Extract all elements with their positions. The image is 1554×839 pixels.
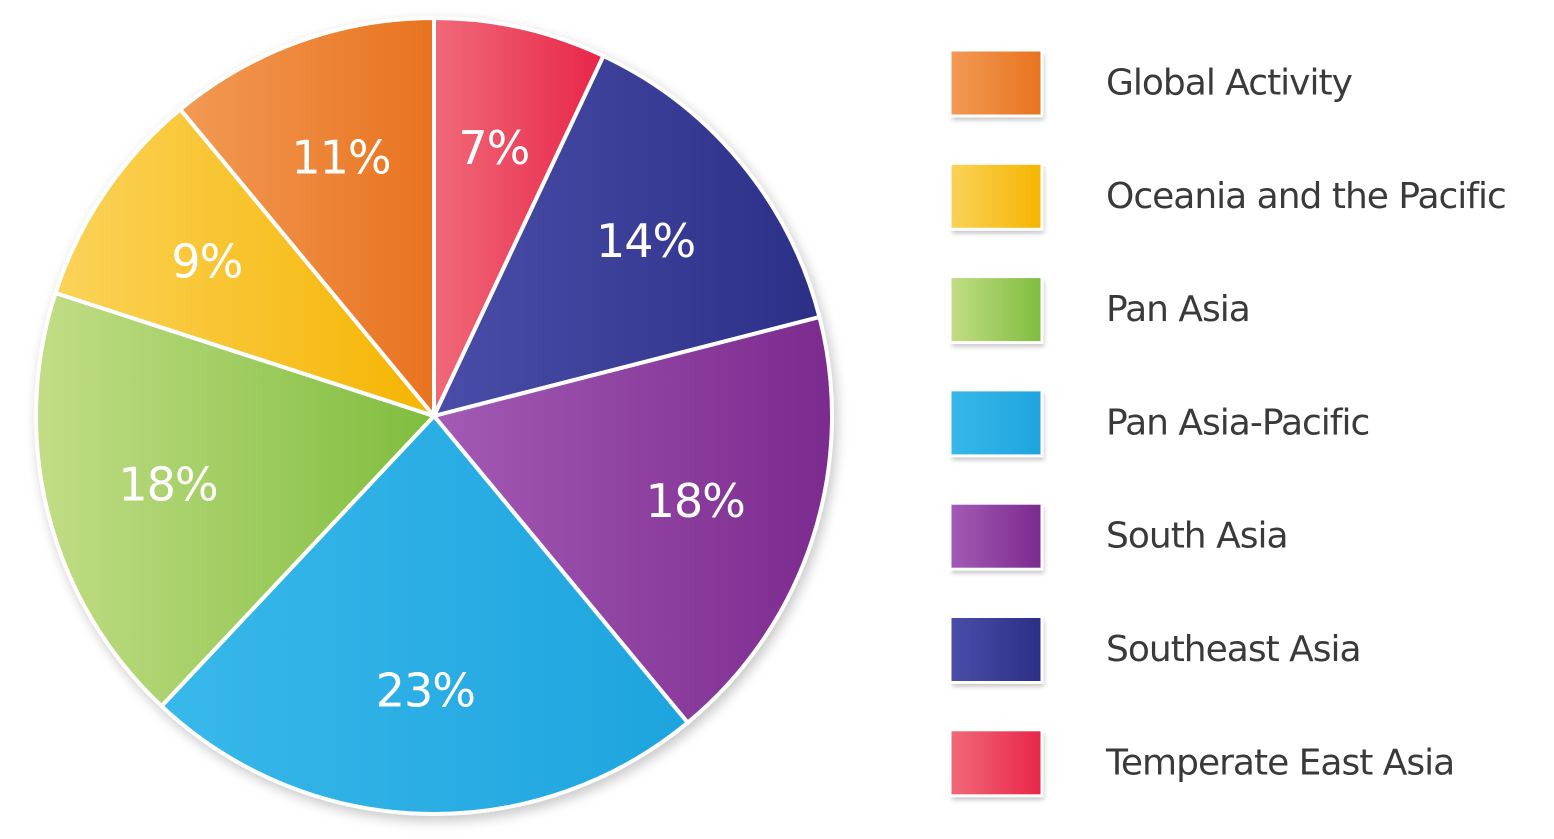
legend: Global Activity Oceania and the Pacific Pa… <box>948 48 1507 800</box>
legend-item-oceania-and-the-pacific: Oceania and the Pacific <box>948 161 1507 234</box>
legend-swatch <box>948 615 1044 684</box>
legend-item-southeast-asia: Southeast Asia <box>948 615 1362 687</box>
legend-label: Temperate East Asia <box>1105 742 1454 783</box>
legend-item-south-asia: South Asia <box>948 501 1289 574</box>
legend-label: Southeast Asia <box>1106 629 1361 670</box>
legend-item-pan-asia-pacific: Pan Asia-Pacific <box>948 388 1370 460</box>
legend-swatch <box>948 501 1044 571</box>
legend-item-global-activity: Global Activity <box>948 48 1354 120</box>
slice-value-label: 14% <box>596 214 695 268</box>
legend-item-pan-asia: Pan Asia <box>948 275 1251 347</box>
slice-value-label: 23% <box>376 664 475 718</box>
slice-value-label: 18% <box>646 474 745 528</box>
legend-label: Oceania and the Pacific <box>1106 176 1506 217</box>
legend-item-temperate-east-asia: Temperate East Asia <box>948 728 1455 800</box>
pie-rim <box>34 16 834 816</box>
legend-swatch <box>948 275 1044 345</box>
slice-value-label: 9% <box>171 235 242 289</box>
slice-value-label: 11% <box>291 131 390 185</box>
slice-value-label: 7% <box>458 121 529 175</box>
legend-swatch <box>948 728 1044 798</box>
legend-label: Global Activity <box>1106 63 1353 104</box>
legend-label: Pan Asia <box>1106 289 1250 330</box>
pie-slices <box>34 16 834 816</box>
pie-slice-labels: 7% 14% 18% 23% 18% 9% 11% <box>118 121 745 718</box>
legend-swatch <box>948 388 1044 458</box>
legend-swatch <box>948 48 1044 118</box>
legend-label: Pan Asia-Pacific <box>1106 402 1369 443</box>
legend-swatch <box>948 161 1044 231</box>
slice-value-label: 18% <box>118 457 217 511</box>
legend-label: South Asia <box>1106 516 1288 557</box>
